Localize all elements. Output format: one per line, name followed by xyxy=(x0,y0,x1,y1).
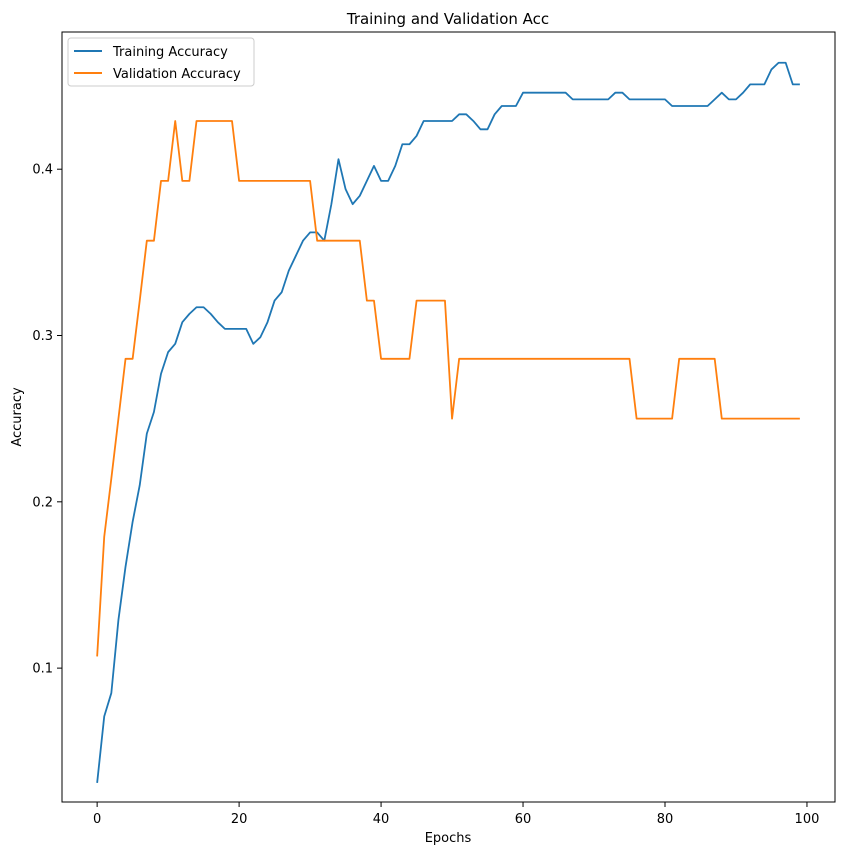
chart-title: Training and Validation Acc xyxy=(346,10,549,28)
legend-label-training: Training Accuracy xyxy=(112,45,228,60)
legend: Training Accuracy Validation Accuracy xyxy=(67,37,255,87)
x-tick-label: 40 xyxy=(373,812,390,827)
x-tick-label: 20 xyxy=(231,812,248,827)
legend-box xyxy=(67,37,255,87)
y-tick-label: 0.1 xyxy=(32,662,53,677)
x-tick-label: 100 xyxy=(795,812,820,827)
series-line-validation xyxy=(96,120,800,657)
axes-frame xyxy=(61,31,836,803)
plot-area xyxy=(96,61,800,783)
legend-label-validation: Validation Accuracy xyxy=(113,67,241,82)
y-tick-label: 0.3 xyxy=(32,329,53,344)
x-tick-label: 0 xyxy=(93,812,101,827)
series-line-training xyxy=(96,61,800,783)
y-axis-ticks: 0.1 0.2 0.3 0.4 xyxy=(32,163,62,677)
x-axis-label: Epochs xyxy=(425,831,472,846)
x-axis-ticks: 0 20 40 60 80 100 xyxy=(93,802,819,827)
x-tick-label: 80 xyxy=(657,812,674,827)
y-tick-label: 0.4 xyxy=(32,163,53,178)
y-axis-label: Accuracy xyxy=(10,387,25,447)
y-tick-label: 0.2 xyxy=(32,495,53,510)
x-tick-label: 60 xyxy=(515,812,532,827)
